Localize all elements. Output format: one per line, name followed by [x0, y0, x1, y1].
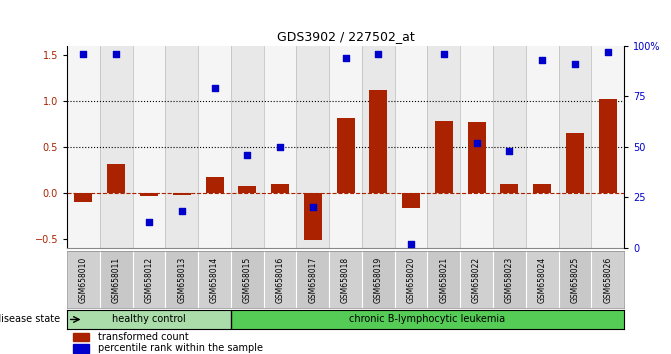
Point [78, 51, 89, 57]
Bar [133, 251, 165, 308]
Bar [427, 46, 460, 248]
Bar [558, 251, 591, 308]
Bar [100, 251, 133, 308]
Bar [558, 46, 591, 248]
Bar [566, 133, 584, 193]
Text: GSM658018: GSM658018 [341, 257, 350, 303]
Text: percentile rank within the sample: percentile rank within the sample [98, 343, 263, 354]
Point [406, 241, 417, 247]
Bar [67, 310, 231, 329]
Bar [493, 251, 526, 308]
Bar [198, 46, 231, 248]
Text: GSM658019: GSM658019 [374, 257, 383, 303]
Bar [271, 184, 289, 193]
Bar [67, 251, 100, 308]
Bar [140, 193, 158, 195]
Text: GSM658016: GSM658016 [276, 257, 285, 303]
Text: chronic B-lymphocytic leukemia: chronic B-lymphocytic leukemia [350, 314, 505, 325]
Bar [526, 251, 558, 308]
Text: GSM658024: GSM658024 [537, 257, 547, 303]
Bar [264, 251, 297, 308]
Bar [337, 118, 354, 193]
Point [438, 51, 449, 57]
Bar [526, 46, 558, 248]
Text: GSM658013: GSM658013 [177, 257, 187, 303]
Bar [231, 310, 624, 329]
Title: GDS3902 / 227502_at: GDS3902 / 227502_at [276, 30, 415, 44]
Bar [501, 184, 519, 193]
Bar [435, 121, 453, 193]
Text: disease state: disease state [0, 314, 60, 325]
Point [603, 49, 613, 55]
Text: GSM658011: GSM658011 [112, 257, 121, 303]
Point [537, 57, 548, 63]
Bar [533, 184, 551, 193]
Bar [395, 46, 427, 248]
Point [307, 205, 318, 210]
Bar [74, 193, 93, 202]
Text: GSM658017: GSM658017 [308, 257, 317, 303]
Point [340, 55, 351, 61]
Text: GSM658025: GSM658025 [570, 257, 579, 303]
Point [242, 152, 253, 158]
Bar [493, 46, 526, 248]
Point [209, 86, 220, 91]
Bar [468, 122, 486, 193]
Bar [362, 251, 395, 308]
Text: GSM658023: GSM658023 [505, 257, 514, 303]
Bar [591, 46, 624, 248]
Bar [599, 99, 617, 193]
Bar [165, 46, 198, 248]
Bar [362, 46, 395, 248]
Text: GSM658015: GSM658015 [243, 257, 252, 303]
Text: GSM658021: GSM658021 [440, 257, 448, 303]
Bar [460, 251, 493, 308]
Bar [107, 164, 125, 193]
Bar [238, 186, 256, 193]
Text: GSM658010: GSM658010 [79, 257, 88, 303]
Text: GSM658026: GSM658026 [603, 257, 612, 303]
Bar [100, 46, 133, 248]
Bar [133, 46, 165, 248]
Bar [402, 193, 420, 209]
Bar [205, 177, 223, 193]
Bar [231, 46, 264, 248]
Text: GSM658014: GSM658014 [210, 257, 219, 303]
Bar [231, 251, 264, 308]
Bar [329, 46, 362, 248]
Bar [304, 193, 322, 240]
Bar [165, 251, 198, 308]
Bar [72, 344, 89, 353]
Bar [395, 251, 427, 308]
Bar [369, 90, 387, 193]
Bar [198, 251, 231, 308]
Point [144, 219, 154, 224]
Bar [72, 333, 89, 341]
Point [274, 144, 285, 150]
Point [373, 51, 384, 57]
Point [570, 61, 580, 67]
Point [471, 140, 482, 146]
Text: healthy control: healthy control [112, 314, 186, 325]
Bar [591, 251, 624, 308]
Bar [460, 46, 493, 248]
Point [176, 209, 187, 214]
Bar [329, 251, 362, 308]
Bar [264, 46, 297, 248]
Point [111, 51, 121, 57]
Bar [172, 193, 191, 195]
Text: transformed count: transformed count [98, 332, 189, 342]
Bar [297, 251, 329, 308]
Bar [67, 46, 100, 248]
Text: GSM658020: GSM658020 [407, 257, 415, 303]
Point [504, 148, 515, 154]
Text: GSM658012: GSM658012 [144, 257, 154, 303]
Text: GSM658022: GSM658022 [472, 257, 481, 303]
Bar [297, 46, 329, 248]
Bar [427, 251, 460, 308]
